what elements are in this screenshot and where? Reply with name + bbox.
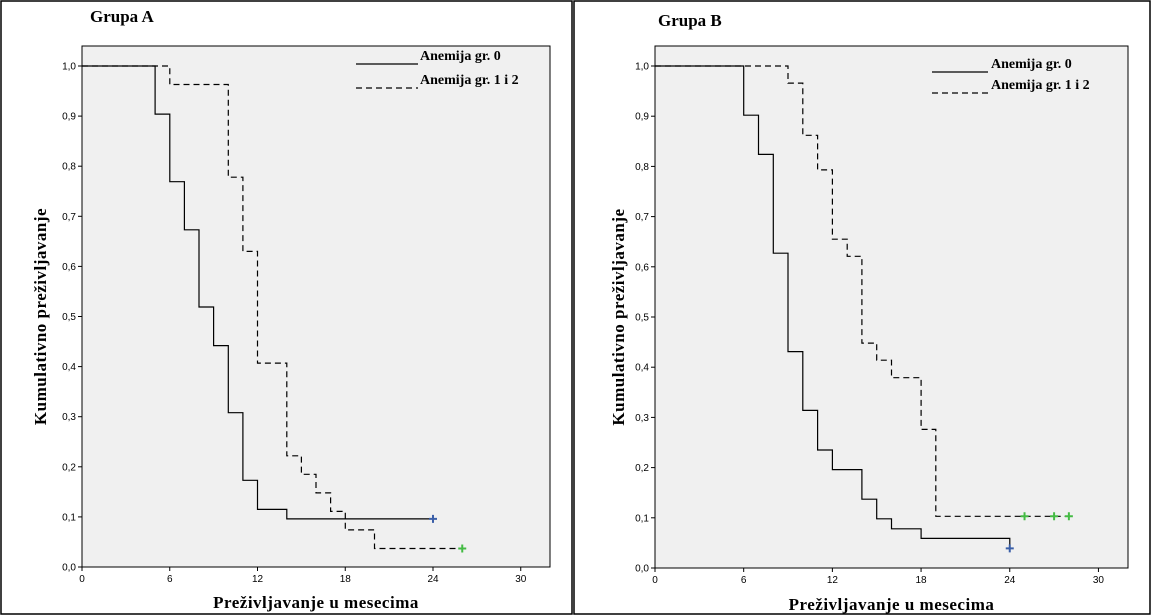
plot-area: 0,0 0,1 0,2 0,3 0,4 0,5 0,6 0,7 0,8 0,9 1,0 0 6 12 18 2… xyxy=(635,45,1129,586)
plot-area: 0,0 0,1 0,2 0,3 0,4 0,5 0,6 0,7 0,8 0,9 1,0 0 6 12 18 2… xyxy=(62,45,551,585)
chart-panel-grupa-a: Grupa A 0,0 0,1 0,2 0,3 0,4 0,5 0,6 0,7 0,8 0,9 1,… xyxy=(31,7,551,612)
x-tick-label: 30 xyxy=(515,574,527,585)
y-tick-label: 0,5 xyxy=(635,313,649,324)
x-tick-label: 24 xyxy=(427,574,439,585)
y-tick-label: 0,9 xyxy=(62,112,76,123)
y-tick-label: 0,9 xyxy=(635,112,649,123)
x-tick-label: 6 xyxy=(167,574,173,585)
y-tick-label: 0,1 xyxy=(62,512,76,523)
plot-background xyxy=(81,45,551,568)
chart-title: Grupa B xyxy=(658,11,722,30)
series-line-anemija-gr-0 xyxy=(655,65,1011,549)
x-tick-label: 12 xyxy=(827,575,839,586)
y-tick-label: 0,6 xyxy=(62,262,76,273)
y-tick-label: 0,3 xyxy=(62,412,76,423)
series-line-anemija-gr-1-i-2 xyxy=(655,65,1069,517)
y-tick-label: 0,4 xyxy=(62,362,76,373)
censor-mark xyxy=(429,514,437,523)
y-tick-label: 0,2 xyxy=(62,462,76,473)
legend-label-anemija-gr-0: Anemija gr. 0 xyxy=(991,57,1072,72)
censor-mark xyxy=(1005,544,1014,553)
chart-title: Grupa A xyxy=(90,7,154,26)
y-tick-label: 0,2 xyxy=(635,463,649,474)
x-tick-label: 12 xyxy=(252,574,264,585)
series-line-anemija-gr-1-i-2 xyxy=(82,65,463,550)
y-tick-label: 0,0 xyxy=(635,564,649,575)
x-tick-label: 24 xyxy=(1004,575,1016,586)
legend-label-anemija-gr-0: Anemija gr. 0 xyxy=(420,49,501,64)
x-tick-label: 0 xyxy=(79,574,85,585)
y-tick-label: 0,8 xyxy=(635,162,649,173)
series-line-anemija-gr-0 xyxy=(82,65,433,520)
y-tick-label: 0,4 xyxy=(635,363,649,374)
y-tick-label: 0,7 xyxy=(635,212,649,223)
chart-panel-grupa-b: Grupa B 0,0 0,1 0,2 0,3 0,4 0,5 0,6 0,7 0,8 0,9 1,… xyxy=(609,11,1129,614)
y-tick-label: 1,0 xyxy=(62,62,76,73)
x-axis-label: Preživljavanje u mesecima xyxy=(789,595,995,614)
y-tick-label: 0,5 xyxy=(62,312,76,323)
x-tick-label: 0 xyxy=(652,575,658,586)
plot-background xyxy=(654,45,1129,569)
censor-mark xyxy=(1064,512,1073,521)
y-tick-label: 0,6 xyxy=(635,262,649,273)
y-tick-label: 1,0 xyxy=(635,62,649,73)
x-tick-label: 30 xyxy=(1093,575,1105,586)
legend: Anemija gr. 0 Anemija gr. 1 i 2 xyxy=(932,57,1090,94)
x-axis-label: Preživljavanje u mesecima xyxy=(213,593,419,612)
x-tick-label: 18 xyxy=(340,574,352,585)
y-tick-label: 0,3 xyxy=(635,413,649,424)
x-tick-label: 18 xyxy=(916,575,928,586)
legend-label-anemija-gr-1-i-2: Anemija gr. 1 i 2 xyxy=(420,73,519,88)
y-tick-label: 0,7 xyxy=(62,212,76,223)
x-tick-label: 6 xyxy=(741,575,747,586)
y-axis-label: Kumulativno preživljavanje xyxy=(31,208,50,425)
y-axis-label: Kumulativno preživljavanje xyxy=(609,208,628,425)
censor-mark xyxy=(458,544,467,553)
censor-mark xyxy=(1020,512,1029,521)
y-tick-label: 0,0 xyxy=(62,563,76,574)
legend-label-anemija-gr-1-i-2: Anemija gr. 1 i 2 xyxy=(991,78,1090,93)
y-tick-label: 0,8 xyxy=(62,162,76,173)
legend: Anemija gr. 0 Anemija gr. 1 i 2 xyxy=(356,49,519,89)
y-tick-label: 0,1 xyxy=(635,513,649,524)
censor-mark xyxy=(1050,512,1059,521)
